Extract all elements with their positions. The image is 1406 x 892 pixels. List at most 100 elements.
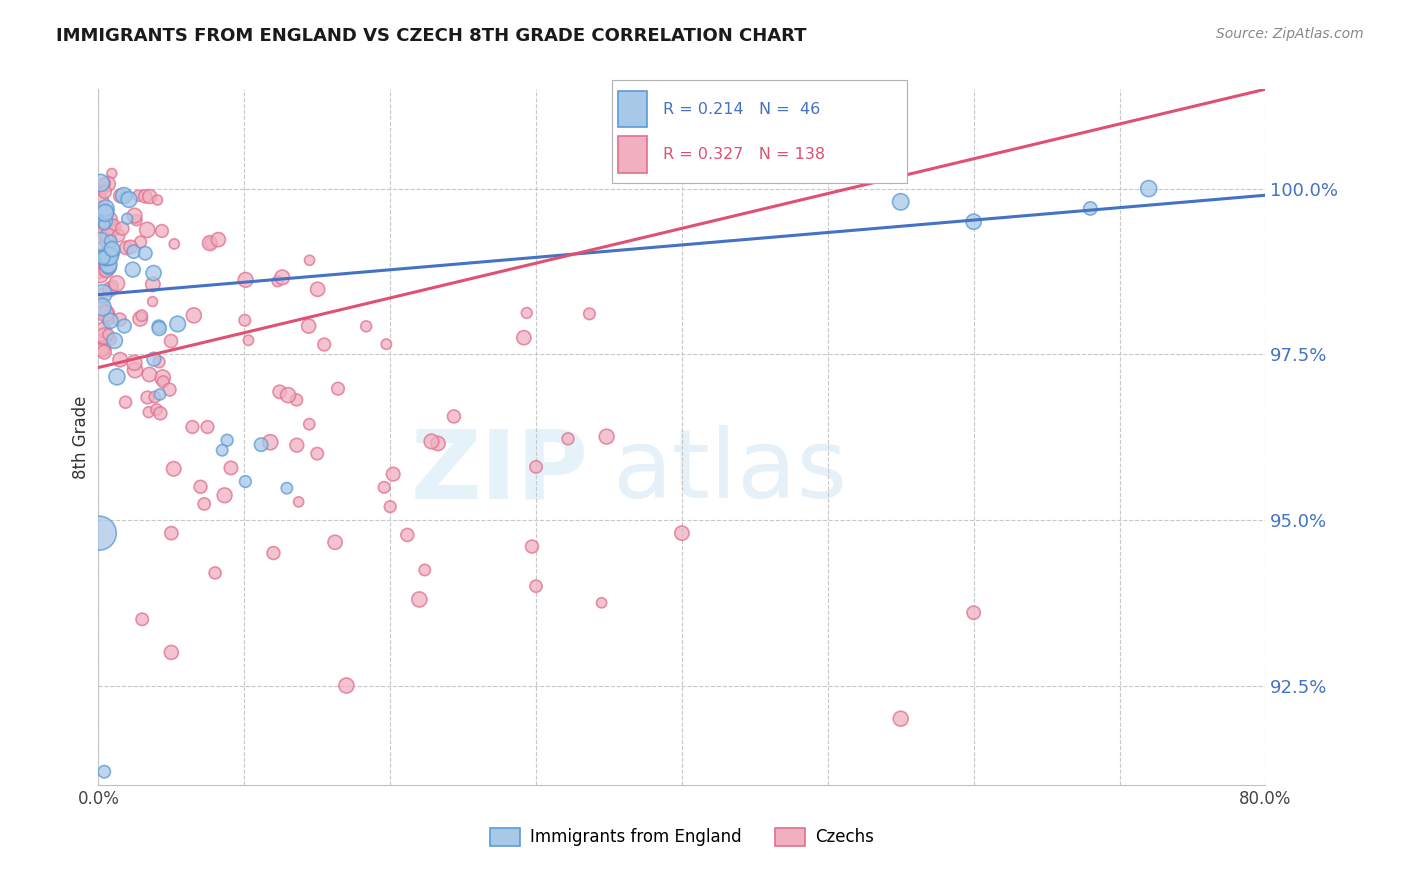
Point	[145, 402, 167, 417]
Point	[98, 249, 121, 263]
Text: Source: ZipAtlas.com: Source: ZipAtlas.com	[1216, 27, 1364, 41]
Point	[114, 190, 136, 204]
Point	[233, 313, 256, 327]
Point	[89, 333, 111, 347]
Point	[94, 251, 117, 265]
Point	[197, 420, 219, 434]
Text: atlas: atlas	[612, 425, 846, 518]
Point	[443, 409, 465, 424]
Point	[112, 318, 135, 333]
Point	[890, 712, 912, 726]
Point	[129, 235, 152, 249]
Point	[235, 475, 257, 489]
Point	[90, 200, 112, 214]
Point	[149, 387, 172, 401]
Point	[314, 337, 336, 351]
Point	[94, 262, 117, 277]
Point	[107, 228, 129, 243]
Point	[277, 388, 299, 402]
Point	[89, 265, 111, 279]
Point	[90, 235, 112, 249]
Point	[124, 209, 146, 223]
Point	[375, 337, 398, 351]
Point	[101, 220, 124, 235]
Point	[94, 206, 117, 220]
Point	[93, 218, 115, 232]
Point	[138, 368, 160, 382]
Point	[962, 606, 984, 620]
Point	[578, 307, 600, 321]
Point	[200, 236, 222, 251]
Point	[160, 526, 183, 541]
Point	[1080, 202, 1102, 216]
Point	[181, 420, 204, 434]
Point	[160, 334, 183, 348]
Point	[269, 384, 291, 399]
Point	[524, 579, 547, 593]
Point	[163, 462, 186, 476]
Point	[93, 218, 115, 232]
Point	[524, 459, 547, 474]
Point	[152, 375, 174, 389]
Point	[298, 253, 321, 268]
Point	[89, 297, 111, 311]
Point	[98, 212, 121, 227]
Point	[271, 270, 294, 285]
Point	[97, 327, 120, 342]
Point	[671, 526, 693, 541]
Point	[198, 236, 221, 251]
Point	[142, 294, 165, 309]
Point	[100, 314, 122, 328]
Point	[100, 234, 122, 248]
Point	[94, 185, 117, 199]
Point	[91, 182, 114, 196]
Point	[276, 481, 298, 495]
Point	[219, 461, 242, 475]
Point	[90, 336, 112, 351]
Point	[91, 286, 114, 301]
Point	[94, 214, 117, 228]
Point	[204, 566, 226, 580]
Point	[235, 273, 257, 287]
Point	[148, 321, 170, 335]
Point	[142, 266, 165, 280]
Point	[307, 282, 329, 296]
Point	[250, 438, 273, 452]
Point	[166, 317, 188, 331]
Point	[93, 342, 115, 356]
Text: R = 0.214   N =  46: R = 0.214 N = 46	[664, 102, 821, 117]
Point	[94, 201, 117, 215]
Point	[354, 319, 377, 334]
Point	[96, 254, 118, 268]
Point	[134, 189, 156, 203]
Point	[115, 241, 138, 255]
Point	[146, 193, 169, 207]
Point	[152, 370, 174, 384]
Point	[207, 233, 229, 247]
Point	[238, 333, 260, 347]
Text: R = 0.327   N = 138: R = 0.327 N = 138	[664, 146, 825, 161]
Point	[91, 251, 114, 265]
Point	[96, 251, 118, 265]
Point	[111, 221, 134, 235]
Point	[96, 306, 118, 320]
Point	[101, 278, 124, 293]
Point	[148, 355, 170, 369]
Bar	[617, 91, 647, 128]
Point	[134, 246, 156, 260]
Point	[90, 343, 112, 357]
Point	[131, 612, 153, 626]
Point	[115, 211, 138, 226]
Point	[190, 480, 212, 494]
Point	[183, 309, 205, 323]
Point	[101, 242, 124, 256]
Point	[98, 310, 121, 325]
Point	[91, 264, 114, 278]
Point	[426, 436, 449, 450]
Point	[285, 392, 308, 407]
Point	[96, 263, 118, 277]
Point	[91, 286, 114, 301]
Point	[373, 480, 395, 494]
Point	[93, 323, 115, 337]
Point	[217, 434, 239, 448]
